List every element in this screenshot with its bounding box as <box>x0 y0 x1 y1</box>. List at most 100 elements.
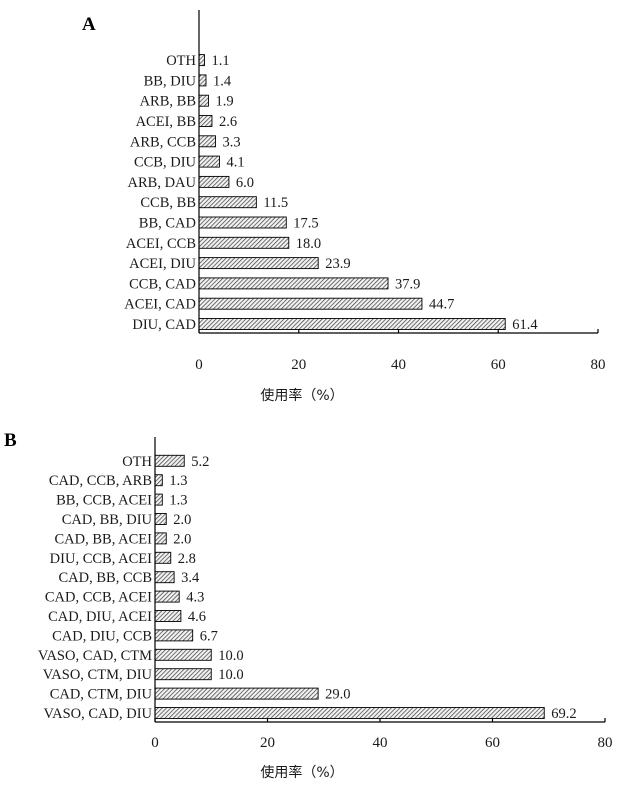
bar <box>198 74 207 87</box>
chart-b-x-axis-title: 使用率（%） <box>260 764 343 781</box>
category-label: CCB, CAD <box>129 276 196 292</box>
bar <box>198 216 287 229</box>
data-label: 4.1 <box>226 155 244 171</box>
data-label: 2.6 <box>219 114 237 130</box>
x-tick-label: 20 <box>291 357 306 373</box>
category-label: DIU, CCB, ACEI <box>50 551 152 567</box>
category-label: CAD, CCB, ACEI <box>45 590 152 606</box>
chart-b-value-labels: 69.229.010.010.06.74.64.33.42.82.02.01.3… <box>169 454 576 722</box>
bar <box>198 115 213 127</box>
x-tick-label: 0 <box>195 357 203 373</box>
panel-b-label: B <box>4 430 17 451</box>
category-label: ARB, CCB <box>130 134 196 150</box>
data-label: 2.0 <box>173 531 191 547</box>
data-label: 17.5 <box>293 216 318 232</box>
x-tick-label: 80 <box>598 735 613 751</box>
category-label: BB, DIU <box>144 73 197 89</box>
bar <box>154 513 167 525</box>
bar <box>154 493 163 506</box>
category-label: ACEI, BB <box>136 114 196 130</box>
bar <box>154 474 163 487</box>
x-tick-label: 60 <box>491 357 506 373</box>
x-tick-label: 40 <box>391 357 406 373</box>
data-label: 3.3 <box>222 134 240 150</box>
x-tick-label: 40 <box>373 735 388 751</box>
bar <box>154 610 182 622</box>
chart-a-x-ticks: 0 20 40 60 80 <box>195 357 605 373</box>
chart-a-x-axis-title: 使用率（%） <box>260 387 343 404</box>
data-label: 18.0 <box>296 236 321 252</box>
category-label: CAD, DIU, ACEI <box>48 609 152 625</box>
data-label: 4.3 <box>186 590 204 606</box>
bar <box>198 94 209 107</box>
x-tick-label: 80 <box>591 357 606 373</box>
category-label: ACEI, DIU <box>129 256 196 272</box>
x-tick-label: 60 <box>485 735 500 751</box>
bar <box>154 648 212 661</box>
category-label: CAD, CTM, DIU <box>50 687 153 703</box>
data-label: 11.5 <box>263 195 288 211</box>
category-label: CCB, DIU <box>134 155 197 171</box>
bar <box>198 277 389 290</box>
data-label: 1.4 <box>213 73 232 89</box>
data-label: 4.6 <box>188 609 206 625</box>
bar <box>154 629 194 642</box>
category-label: OTH <box>166 53 196 69</box>
bar <box>154 532 167 545</box>
bar <box>198 297 423 310</box>
chart-b-x-ticks: 0 20 40 60 80 <box>151 735 612 751</box>
category-label: BB, CCB, ACEI <box>56 493 152 509</box>
bar <box>198 54 205 67</box>
data-label: 5.2 <box>191 454 209 470</box>
category-label: ACEI, CCB <box>126 236 196 252</box>
bar <box>198 257 319 270</box>
x-tick-label: 20 <box>260 735 275 751</box>
bar <box>154 590 180 603</box>
category-label: CAD, BB, DIU <box>62 512 153 528</box>
data-label: 2.8 <box>178 551 196 567</box>
category-label: ACEI, CAD <box>124 297 196 313</box>
data-label: 1.3 <box>169 473 187 489</box>
data-label: 1.3 <box>169 493 187 509</box>
bar <box>154 707 545 719</box>
bar <box>154 687 319 700</box>
category-label: BB, CAD <box>139 216 196 232</box>
data-label: 23.9 <box>325 256 350 272</box>
data-label: 69.2 <box>551 706 576 722</box>
bar <box>198 155 220 168</box>
data-label: 37.9 <box>395 276 420 292</box>
panel-a-label: A <box>82 14 96 35</box>
category-label: VASO, CTM, DIU <box>43 667 153 683</box>
data-label: 44.7 <box>429 297 454 313</box>
bar <box>198 135 216 148</box>
chart-b: B VASO, CAD, DIU CAD, CTM, DIU VASO, CTM, … <box>4 430 613 781</box>
chart-a: A DIU, CAD ACEI, CAD CCB, CAD ACEI, DIU ACEI… <box>82 10 606 404</box>
data-label: 6.0 <box>236 175 254 191</box>
category-label: CCB, BB <box>140 195 196 211</box>
chart-a-value-labels: 61.4 44.7 37.9 23.918.0 17.5 11.5 6.0 4.1 3.3 2.6… <box>211 53 538 333</box>
bar <box>154 454 185 467</box>
category-label: ARB, DAU <box>128 175 197 191</box>
bar <box>198 318 506 330</box>
category-label: CAD, DIU, CCB <box>52 628 152 644</box>
category-label: VASO, CAD, CTM <box>38 648 152 664</box>
chart-b-bars <box>154 454 545 719</box>
data-label: 3.4 <box>181 570 200 586</box>
category-label: VASO, CAD, DIU <box>44 706 153 722</box>
chart-a-axes <box>198 10 599 334</box>
data-label: 2.0 <box>173 512 191 528</box>
data-label: 10.0 <box>218 667 243 683</box>
bar <box>198 175 230 188</box>
chart-b-axes <box>154 437 606 723</box>
category-label: CAD, BB, ACEI <box>55 531 153 547</box>
x-tick-label: 0 <box>151 735 159 751</box>
data-label: 1.9 <box>215 94 233 110</box>
bar <box>154 571 175 584</box>
chart-a-category-labels: DIU, CAD ACEI, CAD CCB, CAD ACEI, DIU ACEI, … <box>124 53 196 333</box>
bar <box>154 551 172 564</box>
data-label: 10.0 <box>218 648 243 664</box>
category-label: OTH <box>122 454 152 470</box>
data-label: 6.7 <box>200 628 218 644</box>
category-label: CAD, BB, CCB <box>59 570 152 586</box>
